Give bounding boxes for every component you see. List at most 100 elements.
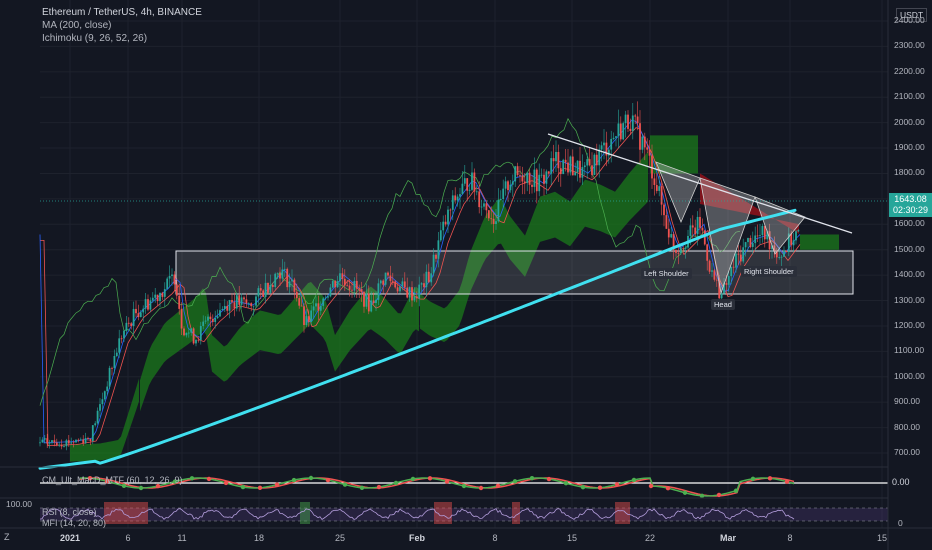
candle-body	[744, 242, 747, 248]
candle-body	[615, 136, 617, 138]
candle-body	[118, 338, 121, 353]
candle-body	[502, 188, 505, 199]
candle-body	[173, 274, 176, 285]
candle-body	[754, 235, 757, 244]
candle-body	[545, 171, 548, 184]
macd-cross-dot	[206, 476, 212, 482]
candle-body	[574, 172, 577, 176]
candle-body	[427, 271, 430, 283]
symbol-title[interactable]: Ethereum / TetherUS, 4h, BINANCE	[42, 7, 202, 18]
candle-body	[651, 155, 653, 179]
candle-body	[569, 156, 572, 173]
candle-body	[432, 254, 435, 274]
descending-trendline[interactable]	[547, 133, 853, 234]
timezone-button[interactable]: Z	[4, 532, 10, 542]
ichimoku-cloud	[70, 135, 839, 462]
candle-body	[41, 439, 44, 443]
candle-body	[58, 444, 61, 446]
price-tick: 700.00	[894, 447, 920, 457]
candle-body	[185, 332, 188, 336]
candle-body	[487, 210, 490, 219]
candle-body	[535, 169, 538, 192]
candle-body	[219, 310, 221, 317]
currency-label[interactable]: USDT	[896, 8, 928, 22]
candle-body	[511, 181, 514, 185]
candle-body	[379, 280, 382, 284]
head-label: Head	[711, 299, 735, 310]
candle-body	[226, 305, 229, 311]
macd-cross-dot	[631, 477, 637, 483]
rsi-indicator-label[interactable]: RSI (8, close)	[42, 507, 97, 517]
candle-body	[514, 166, 517, 182]
price-axis[interactable]: 2400.00 2300.00 2200.00 2100.00 2000.00 1900.…	[888, 0, 932, 550]
candle-body	[255, 296, 257, 306]
candle-body	[607, 149, 610, 156]
macd-cross-dot	[597, 485, 603, 490]
candle-body	[454, 195, 457, 201]
candle-body	[247, 303, 250, 304]
candle-body	[521, 175, 524, 182]
candle-body	[387, 272, 389, 276]
candle-body	[99, 404, 101, 411]
candle-body	[67, 440, 70, 444]
price-tick: 1400.00	[894, 269, 925, 280]
time-tick: 6	[125, 533, 131, 543]
candle-body	[631, 115, 634, 132]
macd-cross-dot	[529, 476, 535, 481]
macd-cross-dot	[155, 483, 161, 489]
candle-body	[331, 281, 334, 288]
candle-body	[485, 203, 488, 211]
candle-body	[684, 247, 687, 249]
candle-body	[579, 160, 581, 178]
macd-indicator-label[interactable]: CM_Ult_MacD_MTF (60, 12, 26, 9)	[42, 475, 183, 485]
candle-body	[394, 281, 397, 288]
candle-body	[139, 312, 142, 317]
macd-cross-dot	[784, 479, 790, 484]
mfi-indicator-label[interactable]: MFI (14, 20, 80)	[42, 518, 107, 528]
candle-body	[663, 204, 665, 216]
candle-body	[418, 284, 421, 299]
candle-body	[243, 297, 245, 300]
candle-countdown: 02:30:29	[892, 205, 929, 215]
candle-body	[84, 438, 87, 444]
candle-body	[312, 306, 315, 311]
last-price-tag: 1643.08 02:30:29	[889, 193, 932, 217]
head-and-shoulders-pattern[interactable]	[655, 161, 806, 295]
candle-body	[375, 299, 377, 304]
candle-body	[132, 308, 135, 327]
candle-body	[658, 186, 661, 191]
price-tick: 2200.00	[894, 65, 925, 76]
candle-body	[483, 203, 485, 207]
candle-body	[737, 253, 740, 255]
candle-body	[216, 316, 219, 319]
last-price-value: 1643.08	[894, 194, 927, 204]
candle-body	[211, 319, 214, 323]
candle-body	[756, 235, 759, 237]
price-tick: 2100.00	[894, 91, 925, 102]
candle-body	[759, 235, 761, 236]
candle-body	[682, 247, 685, 249]
macd-cross-dot	[563, 480, 569, 486]
macd-cross-dot	[699, 493, 705, 499]
candle-body	[552, 158, 555, 162]
candle-body	[91, 425, 94, 442]
candle-body	[336, 281, 339, 288]
price-tick: 2300.00	[894, 40, 925, 51]
ma-legend[interactable]: MA (200, close)	[42, 20, 112, 31]
candle-body	[82, 439, 85, 444]
candle-body	[190, 328, 193, 333]
candle-body	[564, 159, 567, 163]
price-tick: 1900.00	[894, 142, 925, 153]
candle-body	[108, 367, 111, 387]
candle-body	[473, 172, 476, 192]
candle-body	[497, 199, 500, 222]
candle-body	[667, 228, 670, 238]
candle-body	[209, 316, 212, 320]
candle-body	[221, 308, 224, 311]
candle-body	[451, 195, 454, 210]
candle-body	[795, 231, 797, 241]
candle-body	[161, 292, 164, 297]
candle-body	[588, 159, 591, 166]
ichimoku-legend[interactable]: Ichimoku (9, 26, 52, 26)	[42, 33, 148, 44]
